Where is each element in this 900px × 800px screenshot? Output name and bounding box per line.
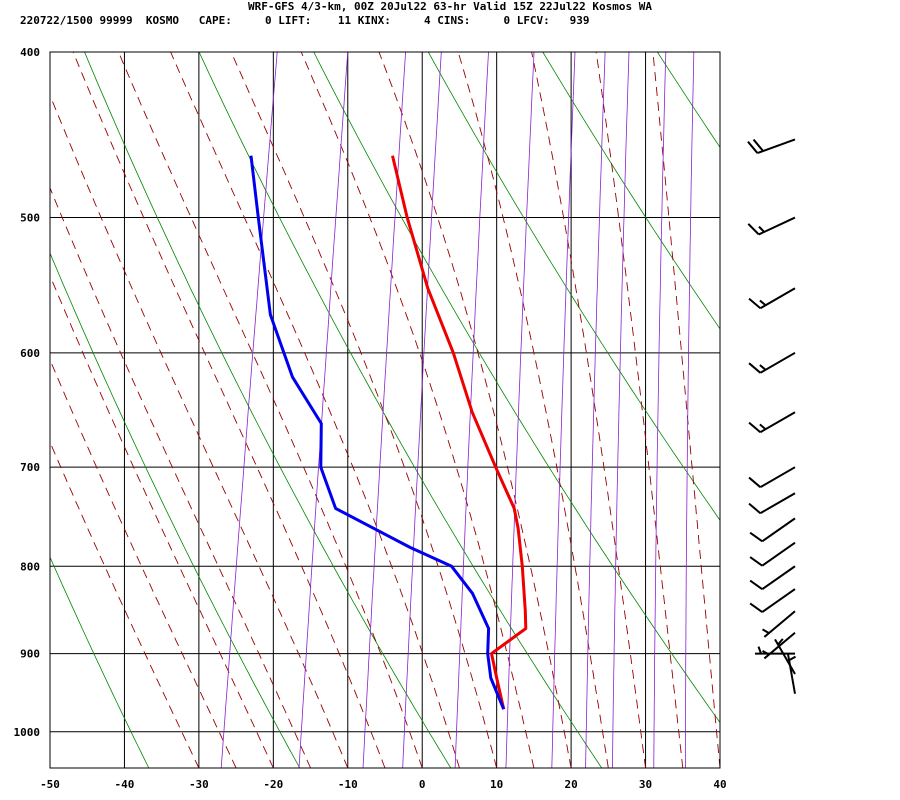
moist-adiabat <box>595 52 684 768</box>
moist-adiabat <box>300 52 535 768</box>
mixing-ratio-line <box>685 52 695 768</box>
profile-lines <box>249 155 528 710</box>
x-tick-label: -30 <box>189 778 209 791</box>
wind-barb <box>749 517 796 543</box>
x-tick-label: -40 <box>115 778 135 791</box>
moist-adiabat <box>50 186 312 768</box>
dry-adiabat <box>427 52 720 521</box>
x-tick-label: 10 <box>490 778 503 791</box>
mixing-ratio-line <box>454 52 489 768</box>
mixing-ratio-line <box>551 52 576 768</box>
temperature-profile <box>391 155 528 710</box>
mixing-ratio-line <box>298 52 349 768</box>
y-tick-label: 500 <box>20 212 40 225</box>
wind-barb <box>748 351 796 374</box>
moist-adiabat <box>230 52 498 768</box>
x-tick-label: -50 <box>40 778 60 791</box>
mixing-ratio-line <box>220 52 278 768</box>
mixing-ratio-line <box>402 52 442 768</box>
wind-barb <box>747 138 796 155</box>
moist-adiabat <box>118 52 423 768</box>
dry-adiabat <box>50 556 150 768</box>
wind-barb <box>748 492 796 515</box>
moist-adiabat <box>170 52 460 768</box>
x-tick-label: 40 <box>713 778 726 791</box>
y-tick-label: 1000 <box>14 726 41 739</box>
wind-barb <box>762 610 796 638</box>
wind-barb <box>747 216 796 236</box>
thermo-reference-lines <box>50 52 900 768</box>
grid-layer <box>49 51 721 768</box>
dewpoint-profile <box>249 155 506 710</box>
wind-barb <box>748 287 796 310</box>
dry-adiabat <box>198 52 603 768</box>
dry-adiabat <box>313 52 720 724</box>
wind-barb <box>749 588 796 613</box>
y-tick-label: 900 <box>20 648 40 661</box>
dry-adiabat <box>657 52 720 149</box>
mixing-ratio-line <box>585 52 606 768</box>
moist-adiabat <box>50 274 274 768</box>
wind-barb <box>748 466 796 489</box>
wind-barb <box>749 541 796 567</box>
wind-barb <box>774 638 796 675</box>
axis-labels: 400 500 600 700 800 900 1000 -50 -40 -30 -20 -10 0 10… <box>14 46 727 791</box>
moist-adiabat <box>457 52 609 768</box>
dry-adiabat <box>772 52 900 768</box>
moist-adiabat <box>378 52 572 768</box>
moist-adiabat <box>50 94 349 768</box>
x-tick-label: 20 <box>564 778 577 791</box>
wind-barbs <box>747 138 797 694</box>
x-tick-label: -10 <box>338 778 358 791</box>
wind-barb <box>749 565 796 591</box>
y-tick-label: 700 <box>20 461 40 474</box>
moist-adiabat <box>531 52 647 768</box>
moist-adiabat <box>652 52 720 768</box>
wind-barb <box>755 646 795 655</box>
moist-adiabat <box>50 441 200 768</box>
x-tick-label: 0 <box>419 778 426 791</box>
dry-adiabat <box>887 52 900 768</box>
chart-title: WRF-GFS 4/3-km, 00Z 20Jul22 63-hr Valid … <box>248 0 652 13</box>
y-tick-label: 600 <box>20 347 40 360</box>
wind-barb <box>748 411 796 434</box>
mixing-ratio-line <box>612 52 630 768</box>
x-tick-label: 30 <box>639 778 652 791</box>
wind-barb <box>787 654 797 694</box>
plot-frame <box>49 51 721 769</box>
sounding-stats: 220722/1500 99999 KOSMO CAPE: 0 LIFT: 11… <box>20 14 590 27</box>
x-tick-label: -20 <box>263 778 283 791</box>
dry-adiabat <box>50 252 301 768</box>
y-tick-label: 400 <box>20 46 40 59</box>
moist-adiabat <box>72 52 386 768</box>
y-tick-label: 800 <box>20 560 40 573</box>
dry-adiabat <box>542 52 720 330</box>
mixing-ratio-line <box>362 52 406 768</box>
mixing-ratio-line <box>653 52 667 768</box>
moist-adiabat <box>50 358 237 768</box>
dry-adiabat <box>84 52 452 768</box>
mixing-ratio-line <box>505 52 535 768</box>
